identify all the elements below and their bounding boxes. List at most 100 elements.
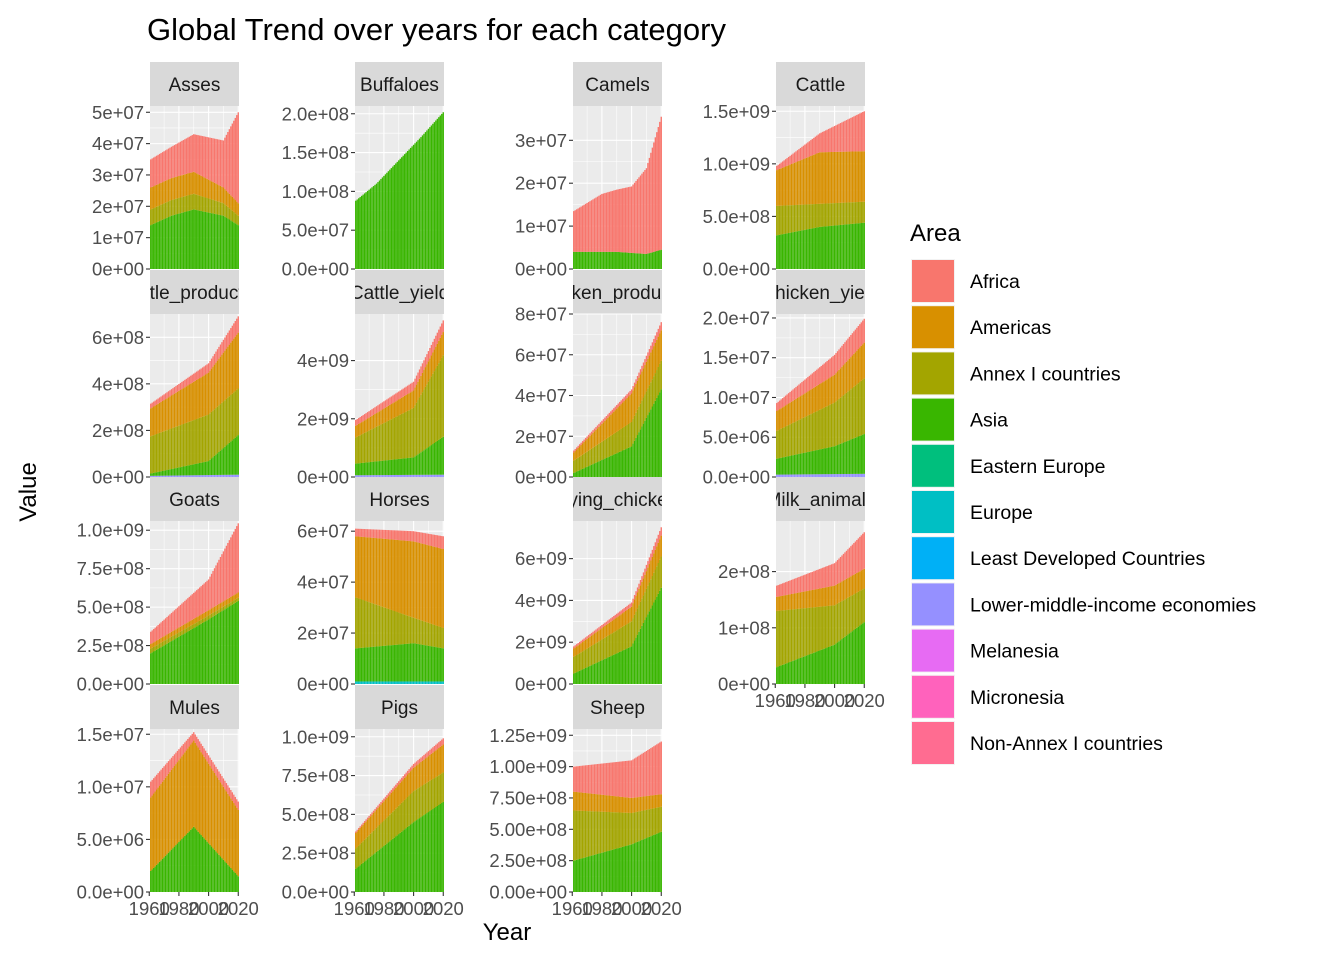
bar-lower-middle-income-economies-2018 bbox=[860, 473, 862, 477]
bar-asia-2003 bbox=[417, 644, 419, 682]
bar-annex-i-countries-1977 bbox=[173, 199, 176, 215]
bar-annex-i-countries-2006 bbox=[639, 811, 642, 841]
bar-asia-1987 bbox=[611, 655, 613, 684]
bar-annex-i-countries-1985 bbox=[608, 436, 611, 457]
bar-annex-i-countries-1966 bbox=[157, 433, 159, 472]
bar-americas-1961 bbox=[355, 425, 357, 438]
bar-lower-middle-income-economies-2002 bbox=[836, 474, 839, 477]
bar-europe-1997 bbox=[408, 681, 410, 684]
facet-strip bbox=[776, 62, 865, 106]
bar-americas-1971 bbox=[369, 537, 372, 603]
bar-africa-1999 bbox=[832, 356, 834, 376]
x-tick-label: 1960 bbox=[755, 690, 796, 711]
bar-americas-1992 bbox=[196, 379, 198, 419]
bar-africa-1971 bbox=[164, 150, 167, 181]
bar-africa-1973 bbox=[372, 529, 375, 538]
bar-annex-i-countries-1977 bbox=[173, 635, 176, 640]
bar-annex-i-countries-1961 bbox=[355, 848, 357, 869]
bar-americas-1998 bbox=[409, 392, 412, 410]
bar-africa-1962 bbox=[777, 401, 779, 411]
bar-africa-1981 bbox=[384, 529, 387, 539]
bar-asia-2018 bbox=[234, 602, 236, 684]
x-tick-label: 1980 bbox=[158, 898, 199, 919]
bar-annex-i-countries-1981 bbox=[384, 819, 387, 845]
bar-americas-2008 bbox=[845, 361, 848, 393]
bar-africa-2000 bbox=[412, 763, 415, 768]
bar-lower-middle-income-economies-1969 bbox=[366, 475, 369, 477]
bar-annex-i-countries-1961 bbox=[573, 460, 575, 473]
bar-africa-2014 bbox=[228, 540, 231, 598]
bar-americas-1997 bbox=[829, 377, 831, 405]
bar-annex-i-countries-2010 bbox=[645, 588, 648, 618]
bar-annex-i-countries-1968 bbox=[786, 609, 788, 664]
bar-asia-1966 bbox=[157, 648, 159, 684]
bar-asia-1977 bbox=[799, 230, 802, 269]
bar-africa-1994 bbox=[825, 130, 827, 153]
bar-africa-1984 bbox=[389, 530, 391, 540]
bar-africa-1983 bbox=[182, 602, 185, 625]
bar-annex-i-countries-1969 bbox=[161, 641, 164, 647]
bar-africa-1986 bbox=[392, 788, 394, 792]
bar-annex-i-countries-2016 bbox=[857, 591, 859, 627]
bar-africa-1986 bbox=[813, 372, 815, 388]
bar-annex-i-countries-1970 bbox=[789, 205, 791, 233]
bar-europe-1993 bbox=[402, 681, 404, 684]
bar-africa-1997 bbox=[408, 384, 410, 394]
bar-africa-1989 bbox=[817, 569, 819, 589]
bar-lower-middle-income-economies-1977 bbox=[173, 475, 176, 477]
bar-americas-2000 bbox=[630, 797, 633, 814]
bar-americas-2015 bbox=[230, 342, 232, 396]
y-tick-label: 4e+07 bbox=[297, 572, 349, 593]
bar-annex-i-countries-1977 bbox=[596, 811, 599, 854]
bar-americas-2016 bbox=[436, 749, 438, 777]
bar-asia-2003 bbox=[212, 616, 214, 684]
bar-annex-i-countries-1964 bbox=[154, 646, 156, 651]
x-tick-label: 1960 bbox=[334, 898, 375, 919]
bar-annex-i-countries-2000 bbox=[630, 621, 633, 647]
bar-africa-1996 bbox=[827, 128, 830, 153]
bar-africa-1997 bbox=[626, 605, 628, 610]
bar-europe-2017 bbox=[438, 681, 440, 684]
bar-africa-2010 bbox=[427, 533, 430, 546]
bar-asia-2008 bbox=[642, 839, 645, 892]
bar-asia-2019 bbox=[441, 113, 443, 270]
bar-lower-middle-income-economies-1970 bbox=[789, 474, 791, 477]
bar-annex-i-countries-1981 bbox=[602, 638, 605, 660]
bar-europe-1964 bbox=[359, 681, 361, 684]
bar-americas-1967 bbox=[581, 443, 584, 455]
bar-americas-1981 bbox=[602, 627, 605, 639]
bar-annex-i-countries-1995 bbox=[200, 196, 202, 212]
bar-asia-1980 bbox=[804, 229, 806, 269]
bar-americas-1988 bbox=[395, 787, 397, 809]
bar-africa-1997 bbox=[626, 760, 628, 798]
bar-annex-i-countries-1965 bbox=[155, 434, 158, 473]
bar-americas-1987 bbox=[393, 539, 395, 611]
bar-asia-1988 bbox=[190, 629, 192, 684]
bar-africa-1974 bbox=[374, 529, 376, 538]
bar-africa-2016 bbox=[436, 535, 438, 548]
bar-annex-i-countries-1992 bbox=[196, 194, 198, 211]
bar-asia-1980 bbox=[383, 846, 385, 892]
bar-americas-1993 bbox=[402, 779, 404, 802]
y-tick-label: 6e+07 bbox=[297, 521, 349, 542]
bar-lower-middle-income-economies-1996 bbox=[201, 475, 204, 477]
bar-africa-1994 bbox=[622, 398, 624, 403]
bar-asia-1966 bbox=[362, 462, 364, 476]
bar-asia-1996 bbox=[201, 462, 204, 476]
bar-americas-1987 bbox=[814, 154, 816, 205]
bar-americas-2006 bbox=[421, 543, 424, 621]
bar-asia-2020 bbox=[660, 587, 662, 684]
bar-africa-1994 bbox=[199, 741, 201, 750]
bar-asia-2000 bbox=[630, 252, 633, 269]
bar-annex-i-countries-1987 bbox=[393, 417, 395, 460]
bar-americas-1963 bbox=[779, 596, 781, 611]
bar-annex-i-countries-2019 bbox=[862, 379, 864, 435]
bar-annex-i-countries-1963 bbox=[576, 810, 578, 860]
bar-americas-1982 bbox=[386, 539, 388, 609]
bar-americas-1978 bbox=[598, 630, 600, 642]
legend-swatch bbox=[912, 352, 954, 395]
bar-africa-1965 bbox=[781, 583, 784, 596]
bar-africa-1984 bbox=[389, 397, 391, 405]
bar-africa-1987 bbox=[611, 409, 613, 414]
bar-asia-1977 bbox=[596, 662, 599, 684]
